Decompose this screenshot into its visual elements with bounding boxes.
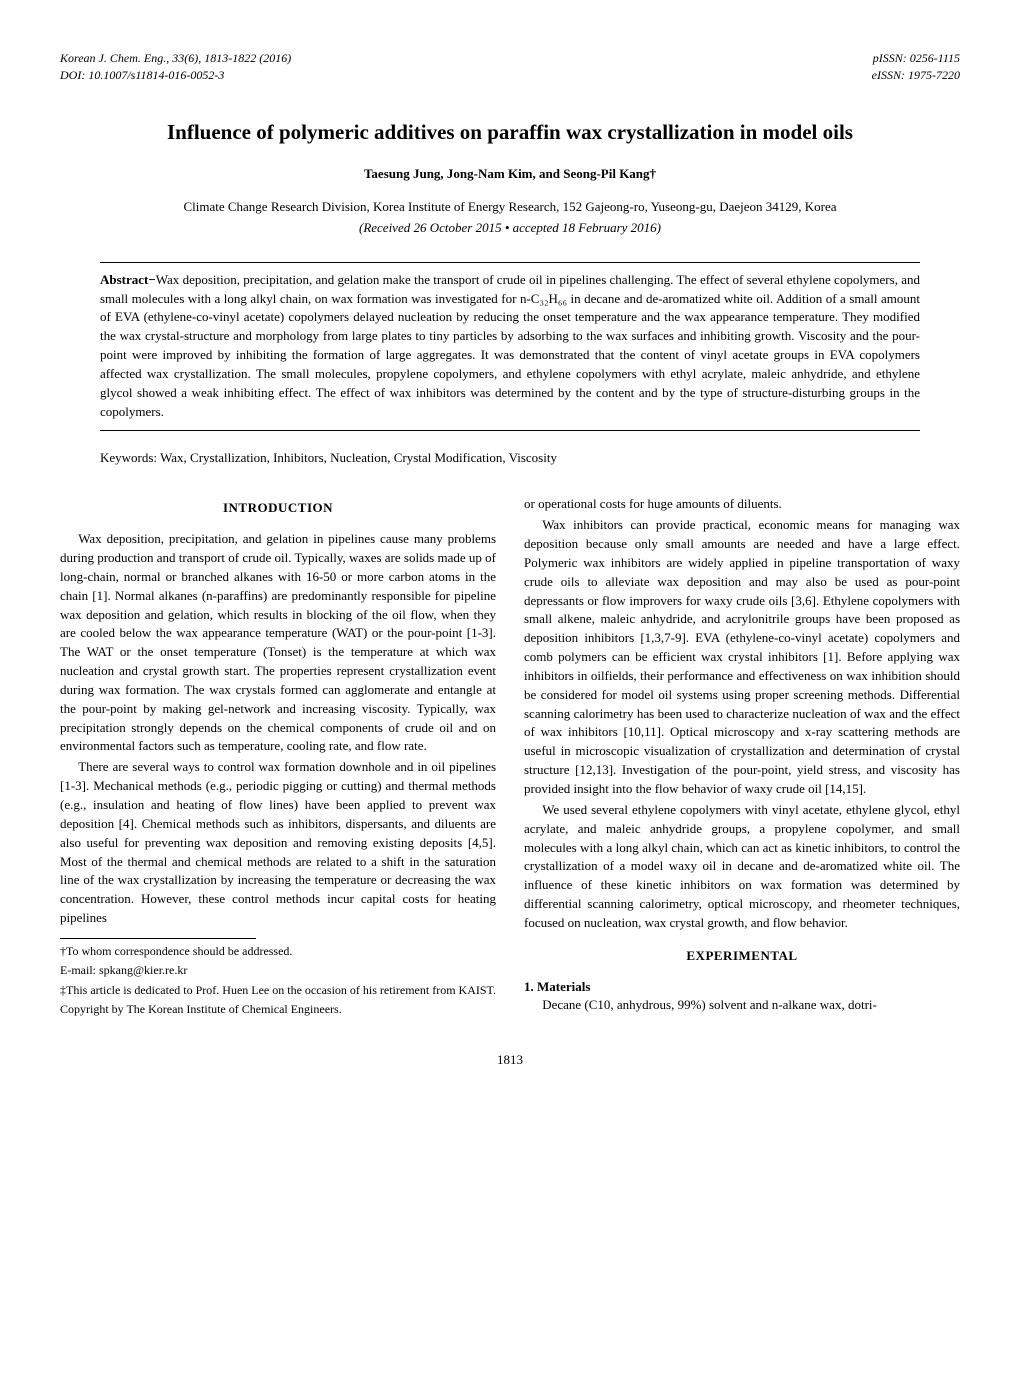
intro-paragraph-5: We used several ethylene copolymers with… bbox=[524, 801, 960, 933]
abstract-label: Abstract− bbox=[100, 272, 156, 287]
footnote-dedication: ‡This article is dedicated to Prof. Huen… bbox=[60, 982, 496, 999]
footnote-copyright: Copyright by The Korean Institute of Che… bbox=[60, 1001, 496, 1018]
doi: DOI: 10.1007/s11814-016-0052-3 bbox=[60, 67, 291, 84]
keywords-label: Keywords: bbox=[100, 450, 160, 465]
footnote-block: †To whom correspondence should be addres… bbox=[60, 938, 496, 1019]
section-heading-introduction: INTRODUCTION bbox=[60, 499, 496, 518]
footnote-correspondence: †To whom correspondence should be addres… bbox=[60, 943, 496, 960]
section-heading-experimental: EXPERIMENTAL bbox=[524, 947, 960, 966]
affiliation: Climate Change Research Division, Korea … bbox=[60, 198, 960, 217]
experimental-paragraph-1: Decane (C10, anhydrous, 99%) solvent and… bbox=[524, 996, 960, 1015]
abstract-paragraph: Abstract−Wax deposition, precipitation, … bbox=[100, 271, 920, 422]
intro-paragraph-4: Wax inhibitors can provide practical, ec… bbox=[524, 516, 960, 799]
intro-paragraph-3: or operational costs for huge amounts of… bbox=[524, 495, 960, 514]
abstract-body: Wax deposition, precipitation, and gelat… bbox=[100, 272, 920, 419]
pissn: pISSN: 0256-1115 bbox=[872, 50, 960, 67]
article-title: Influence of polymeric additives on para… bbox=[60, 117, 960, 147]
keywords-text: Wax, Crystallization, Inhibitors, Nuclea… bbox=[160, 450, 557, 465]
footnote-rule bbox=[60, 938, 256, 939]
header-right: pISSN: 0256-1115 eISSN: 1975-7220 bbox=[872, 50, 960, 85]
intro-paragraph-2: There are several ways to control wax fo… bbox=[60, 758, 496, 928]
eissn: eISSN: 1975-7220 bbox=[872, 67, 960, 84]
page-number: 1813 bbox=[60, 1051, 960, 1070]
abstract-block: Abstract−Wax deposition, precipitation, … bbox=[100, 262, 920, 431]
subsection-heading-materials: 1. Materials bbox=[524, 978, 960, 997]
intro-paragraph-1: Wax deposition, precipitation, and gelat… bbox=[60, 530, 496, 756]
author-list: Taesung Jung, Jong-Nam Kim, and Seong-Pi… bbox=[60, 165, 960, 184]
footnote-email: E-mail: spkang@kier.re.kr bbox=[60, 962, 496, 979]
keywords-line: Keywords: Wax, Crystallization, Inhibito… bbox=[100, 449, 920, 468]
received-accepted-dates: (Received 26 October 2015 • accepted 18 … bbox=[60, 219, 960, 238]
body-columns: INTRODUCTION Wax deposition, precipitati… bbox=[60, 495, 960, 1019]
journal-citation: Korean J. Chem. Eng., 33(6), 1813-1822 (… bbox=[60, 50, 291, 67]
header-left: Korean J. Chem. Eng., 33(6), 1813-1822 (… bbox=[60, 50, 291, 85]
running-header: Korean J. Chem. Eng., 33(6), 1813-1822 (… bbox=[60, 50, 960, 85]
